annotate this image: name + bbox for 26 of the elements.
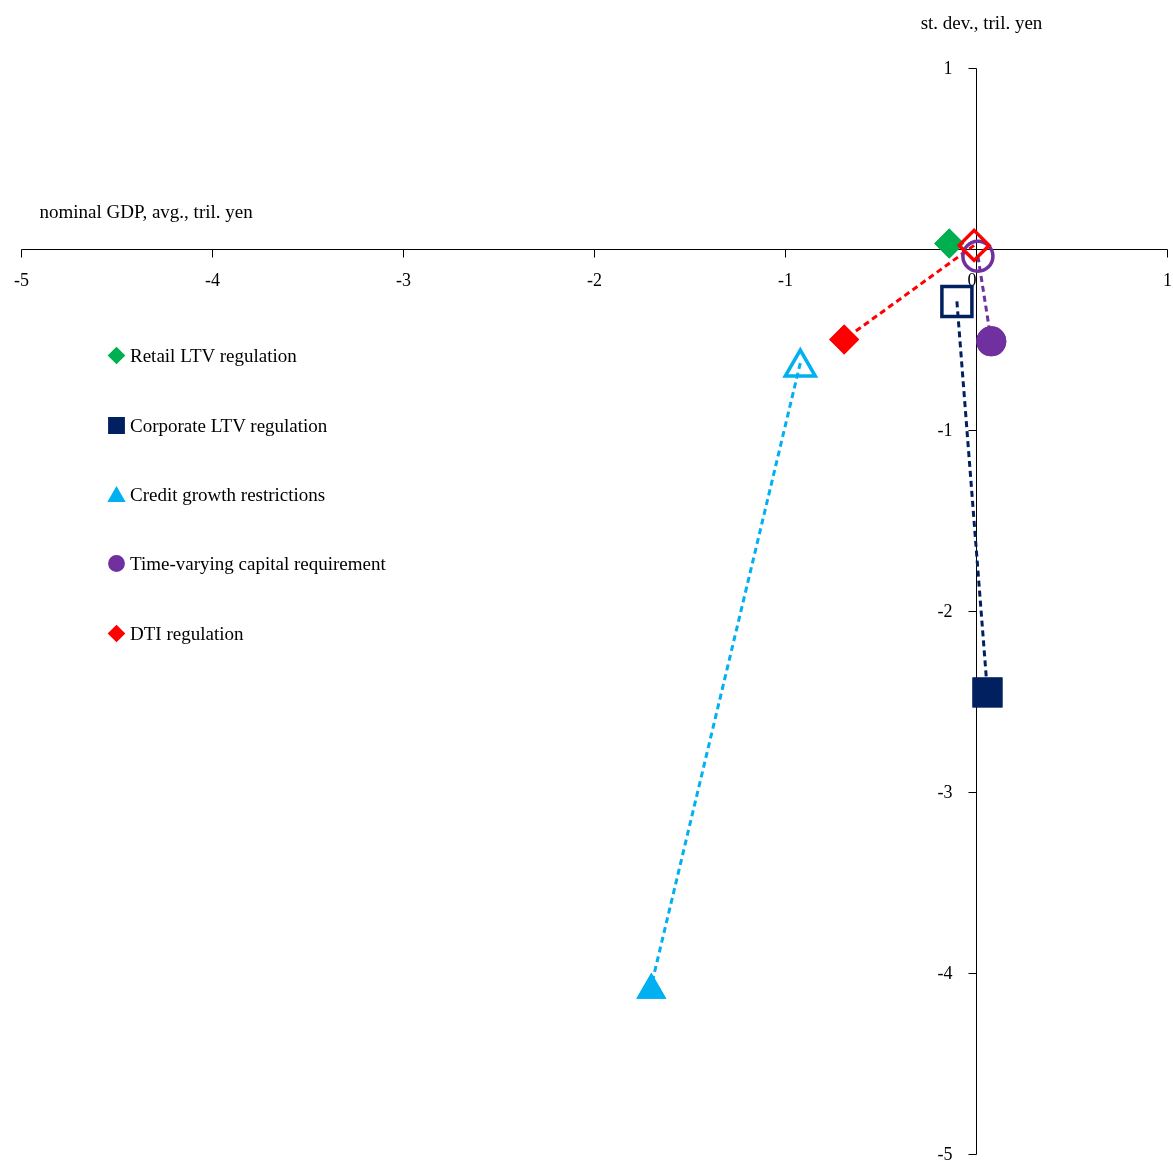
x-axis-title: nominal GDP, avg., tril. yen xyxy=(39,200,254,222)
point xyxy=(940,284,974,319)
point xyxy=(957,228,991,263)
x-tick-label: 1 xyxy=(1163,269,1172,290)
point xyxy=(934,228,965,259)
legend-label: Credit growth restrictions xyxy=(130,483,326,505)
legend-label: Corporate LTV regulation xyxy=(130,414,328,436)
x-tick-label: -1 xyxy=(778,269,793,290)
legend-label: Retail LTV regulation xyxy=(130,344,298,366)
legend-label: DTI regulation xyxy=(130,622,244,644)
x-tick-label: -4 xyxy=(205,269,220,290)
y-axis-title: st. dev., tril. yen xyxy=(920,11,1043,33)
x-tick-label: -5 xyxy=(14,269,29,290)
x-tick-label: -3 xyxy=(396,269,411,290)
y-tick-label: -1 xyxy=(937,419,953,440)
point xyxy=(829,324,860,355)
point xyxy=(972,677,1003,708)
y-tick-label: -5 xyxy=(937,1143,953,1162)
y-tick-label: 1 xyxy=(943,57,953,78)
y-tick-label: -4 xyxy=(937,962,953,983)
x-tick-label: -2 xyxy=(587,269,602,290)
point xyxy=(976,326,1007,357)
legend-label: Time-varying capital requirement xyxy=(130,552,387,574)
y-tick-label: -2 xyxy=(937,600,953,621)
point xyxy=(636,972,667,999)
y-tick-label: -3 xyxy=(937,781,953,802)
